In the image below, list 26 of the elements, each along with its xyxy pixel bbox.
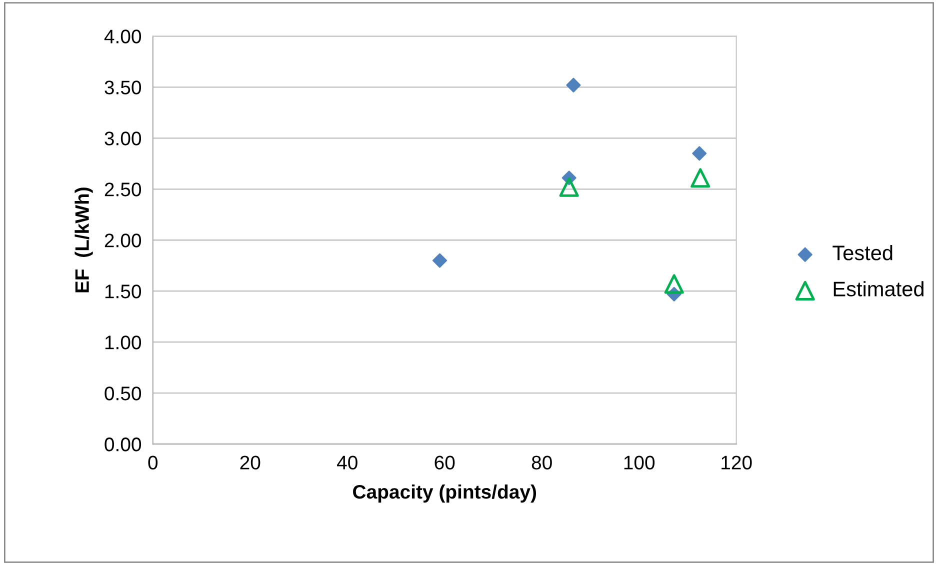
point: [692, 146, 707, 161]
point: [559, 177, 579, 197]
y-tick-label: 3.00: [104, 132, 142, 146]
point: [690, 168, 710, 188]
point: [664, 274, 684, 294]
x-tick-label: 100: [624, 456, 655, 470]
x-tick-label: 80: [532, 456, 552, 470]
y-tick-label: 3.50: [104, 80, 142, 94]
y-tick-label: 1.00: [105, 336, 142, 350]
y-tick-label: 2.00: [104, 234, 142, 248]
point: [566, 78, 581, 92]
x-axis-title: Capacity (pints/day): [353, 484, 536, 503]
y-tick-label: 0.00: [104, 438, 142, 452]
y-tick-label: 1.50: [105, 284, 142, 298]
point: [432, 253, 448, 268]
y-tick-label: 0.50: [104, 386, 142, 400]
legend-label: Estimated: [834, 281, 924, 296]
x-tick-label: 60: [434, 456, 455, 470]
x-tick-label: 40: [337, 456, 358, 470]
y-tick-label: 4.00: [104, 30, 142, 44]
x-tick-label: 0: [148, 456, 158, 470]
x-tick-label: 20: [240, 456, 260, 470]
x-tick-label: 120: [722, 456, 752, 470]
legend-label: Tested: [832, 245, 892, 260]
y-axis-title: EF (L/kWh): [74, 188, 93, 292]
y-tick-label: 2.50: [104, 182, 142, 196]
